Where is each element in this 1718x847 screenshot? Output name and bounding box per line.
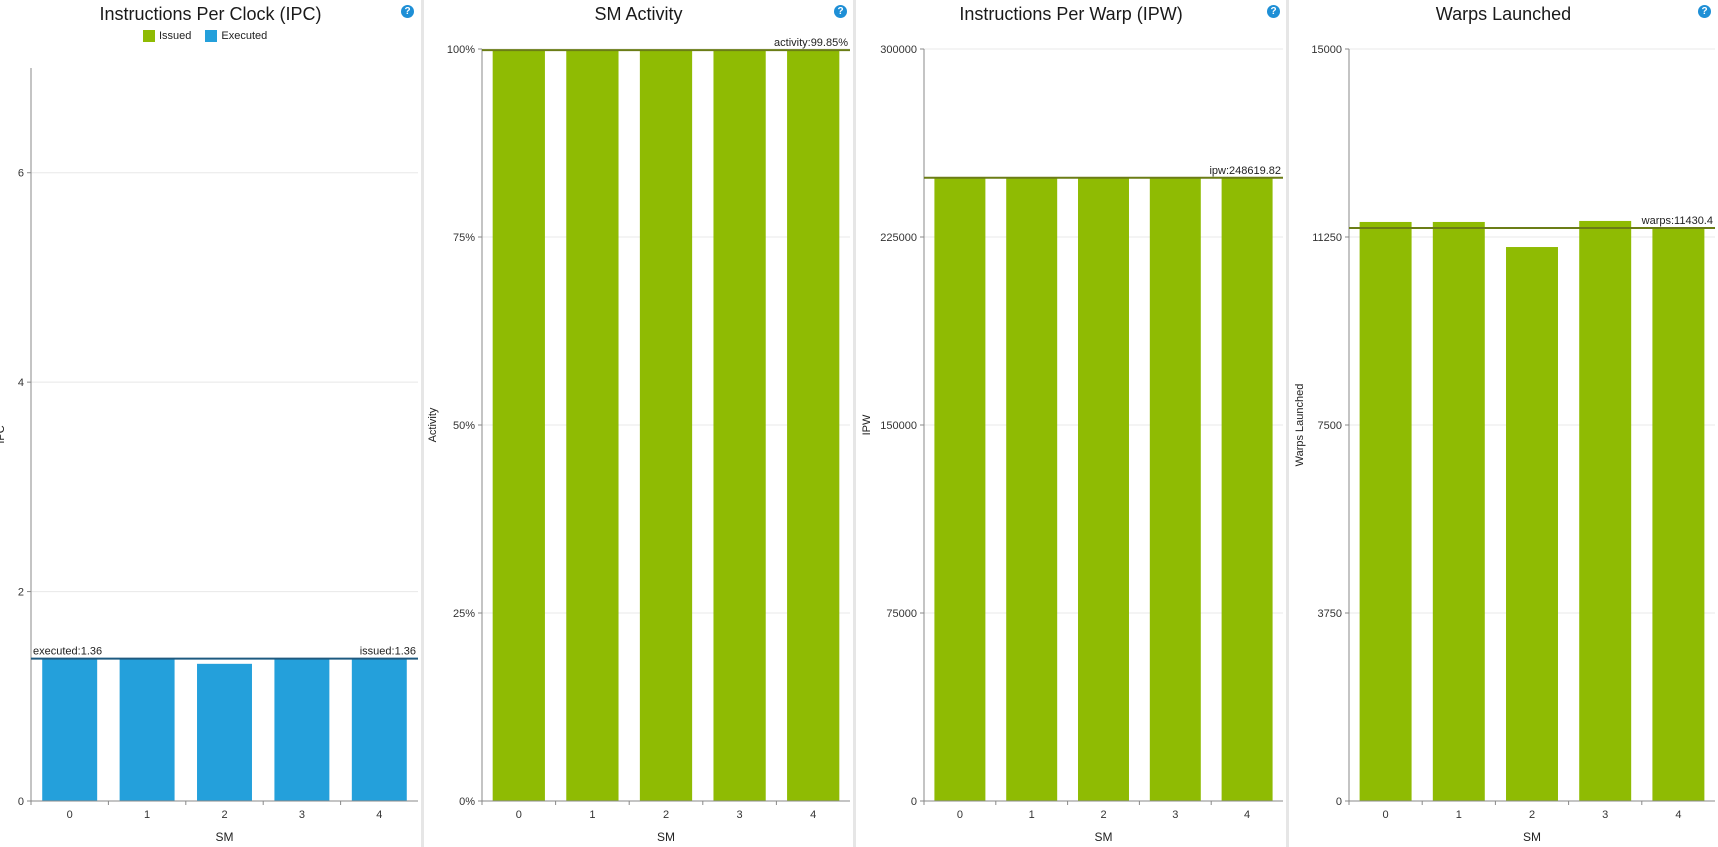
average-label-right: issued:1.36 bbox=[360, 646, 416, 658]
legend-swatch-issued bbox=[143, 30, 155, 42]
bar bbox=[492, 50, 545, 802]
bar bbox=[1006, 177, 1058, 801]
chart-title: SM Activity bbox=[594, 4, 683, 24]
x-tick-label: 0 bbox=[1383, 809, 1389, 821]
bar bbox=[1221, 177, 1273, 801]
bar bbox=[274, 658, 330, 801]
bar bbox=[1506, 247, 1558, 801]
bar bbox=[713, 50, 766, 802]
y-axis-title: IPC bbox=[0, 425, 7, 443]
x-tick-label: 3 bbox=[299, 809, 305, 821]
y-tick-label: 6 bbox=[18, 168, 24, 180]
y-tick-label: 4 bbox=[18, 377, 24, 389]
y-tick-label: 0 bbox=[911, 796, 917, 808]
legend-label-issued: Issued bbox=[159, 30, 192, 42]
help-icon[interactable]: ? bbox=[401, 5, 414, 18]
x-axis-title: SM bbox=[1095, 830, 1113, 844]
y-tick-label: 0 bbox=[18, 796, 24, 808]
ipw-chart: 0 75000 150000 225000 300000 0 1 2 3 4 ipw:248619.… bbox=[861, 44, 1283, 844]
bar bbox=[1432, 221, 1485, 801]
legend-label-executed: Executed bbox=[221, 30, 268, 42]
bar bbox=[197, 663, 252, 801]
help-icon[interactable]: ? bbox=[1267, 5, 1280, 18]
y-tick-label: 75% bbox=[453, 232, 475, 244]
average-label-left: executed:1.36 bbox=[33, 646, 102, 658]
bar bbox=[1652, 227, 1705, 801]
bar bbox=[119, 658, 175, 801]
ipc-panel: Instructions Per Clock (IPC) ? Issued Ex… bbox=[0, 0, 421, 847]
bar bbox=[566, 50, 619, 802]
x-tick-label: 4 bbox=[376, 809, 382, 821]
bar bbox=[1579, 220, 1632, 801]
x-tick-label: 4 bbox=[810, 809, 816, 821]
sm-activity-panel: SM Activity ? 0% 25% 50% 75% 100% 0 1 2 3 4 activi… bbox=[424, 0, 853, 847]
y-tick-label: 0% bbox=[459, 796, 475, 808]
x-tick-label: 3 bbox=[1602, 809, 1608, 821]
bar bbox=[42, 658, 98, 801]
y-tick-label: 3750 bbox=[1318, 608, 1342, 620]
chart-title: Instructions Per Warp (IPW) bbox=[959, 4, 1183, 24]
x-tick-label: 3 bbox=[737, 809, 743, 821]
x-axis-title: SM bbox=[657, 830, 675, 844]
ipw-panel: Instructions Per Warp (IPW) ? 0 75000 1500… bbox=[856, 0, 1286, 847]
y-tick-label: 7500 bbox=[1318, 420, 1342, 432]
y-tick-label: 11250 bbox=[1312, 232, 1342, 244]
y-tick-label: 75000 bbox=[886, 608, 917, 620]
bar bbox=[934, 177, 986, 801]
bar bbox=[1359, 221, 1412, 801]
x-tick-label: 1 bbox=[589, 809, 595, 821]
x-tick-label: 1 bbox=[1456, 809, 1462, 821]
x-tick-label: 4 bbox=[1675, 809, 1681, 821]
warps-launched-panel: Warps Launched ? 0 3750 7500 11250 15000 0 1 2 3… bbox=[1289, 0, 1718, 847]
y-tick-label: 0 bbox=[1336, 796, 1342, 808]
legend-item-executed: Executed bbox=[205, 30, 267, 42]
bar bbox=[351, 658, 407, 801]
y-tick-label: 2 bbox=[18, 587, 24, 599]
y-axis-title: IPW bbox=[861, 414, 873, 435]
x-tick-label: 0 bbox=[957, 809, 963, 821]
x-tick-label: 0 bbox=[67, 809, 73, 821]
bar bbox=[1149, 177, 1201, 801]
average-label-right: activity:99.85% bbox=[774, 37, 848, 49]
x-tick-label: 2 bbox=[1100, 809, 1106, 821]
y-axis-title: Activity bbox=[427, 407, 439, 442]
y-tick-label: 150000 bbox=[880, 420, 917, 432]
x-tick-label: 0 bbox=[516, 809, 522, 821]
warps-launched-chart: 0 3750 7500 11250 15000 0 1 2 3 4 warps:11430.4 SM W… bbox=[1294, 44, 1715, 844]
x-tick-label: 1 bbox=[144, 809, 150, 821]
y-tick-label: 300000 bbox=[880, 44, 917, 56]
y-tick-label: 100% bbox=[447, 44, 475, 56]
y-tick-label: 225000 bbox=[880, 232, 917, 244]
chart-legend: Issued Executed bbox=[143, 30, 267, 42]
x-tick-label: 4 bbox=[1244, 809, 1250, 821]
average-label-right: warps:11430.4 bbox=[1641, 215, 1713, 227]
chart-title: Instructions Per Clock (IPC) bbox=[99, 4, 322, 24]
bar bbox=[1078, 177, 1129, 801]
x-axis-title: SM bbox=[1523, 830, 1541, 844]
ipc-chart: 0 2 4 6 0 1 2 3 4 executed:1.36 issued:1.36 SM IPC bbox=[0, 68, 418, 844]
bar bbox=[787, 50, 840, 802]
legend-swatch-executed bbox=[205, 30, 218, 42]
y-tick-label: 25% bbox=[453, 608, 475, 620]
x-tick-label: 2 bbox=[221, 809, 227, 821]
chart-title: Warps Launched bbox=[1435, 4, 1572, 24]
x-tick-label: 3 bbox=[1172, 809, 1178, 821]
x-tick-label: 2 bbox=[1529, 809, 1535, 821]
x-tick-label: 2 bbox=[663, 809, 669, 821]
x-axis-title: SM bbox=[216, 830, 234, 844]
legend-item-issued: Issued bbox=[143, 30, 191, 42]
help-icon[interactable]: ? bbox=[834, 5, 847, 18]
y-tick-label: 15000 bbox=[1311, 44, 1342, 56]
y-axis-title: Warps Launched bbox=[1294, 384, 1306, 467]
average-label-right: ipw:248619.82 bbox=[1209, 165, 1281, 177]
x-tick-label: 1 bbox=[1029, 809, 1035, 821]
bar bbox=[639, 50, 693, 802]
help-icon[interactable]: ? bbox=[1698, 5, 1711, 18]
y-tick-label: 50% bbox=[453, 420, 475, 432]
sm-activity-chart: 0% 25% 50% 75% 100% 0 1 2 3 4 activity:99.85% SM Act… bbox=[427, 37, 850, 844]
